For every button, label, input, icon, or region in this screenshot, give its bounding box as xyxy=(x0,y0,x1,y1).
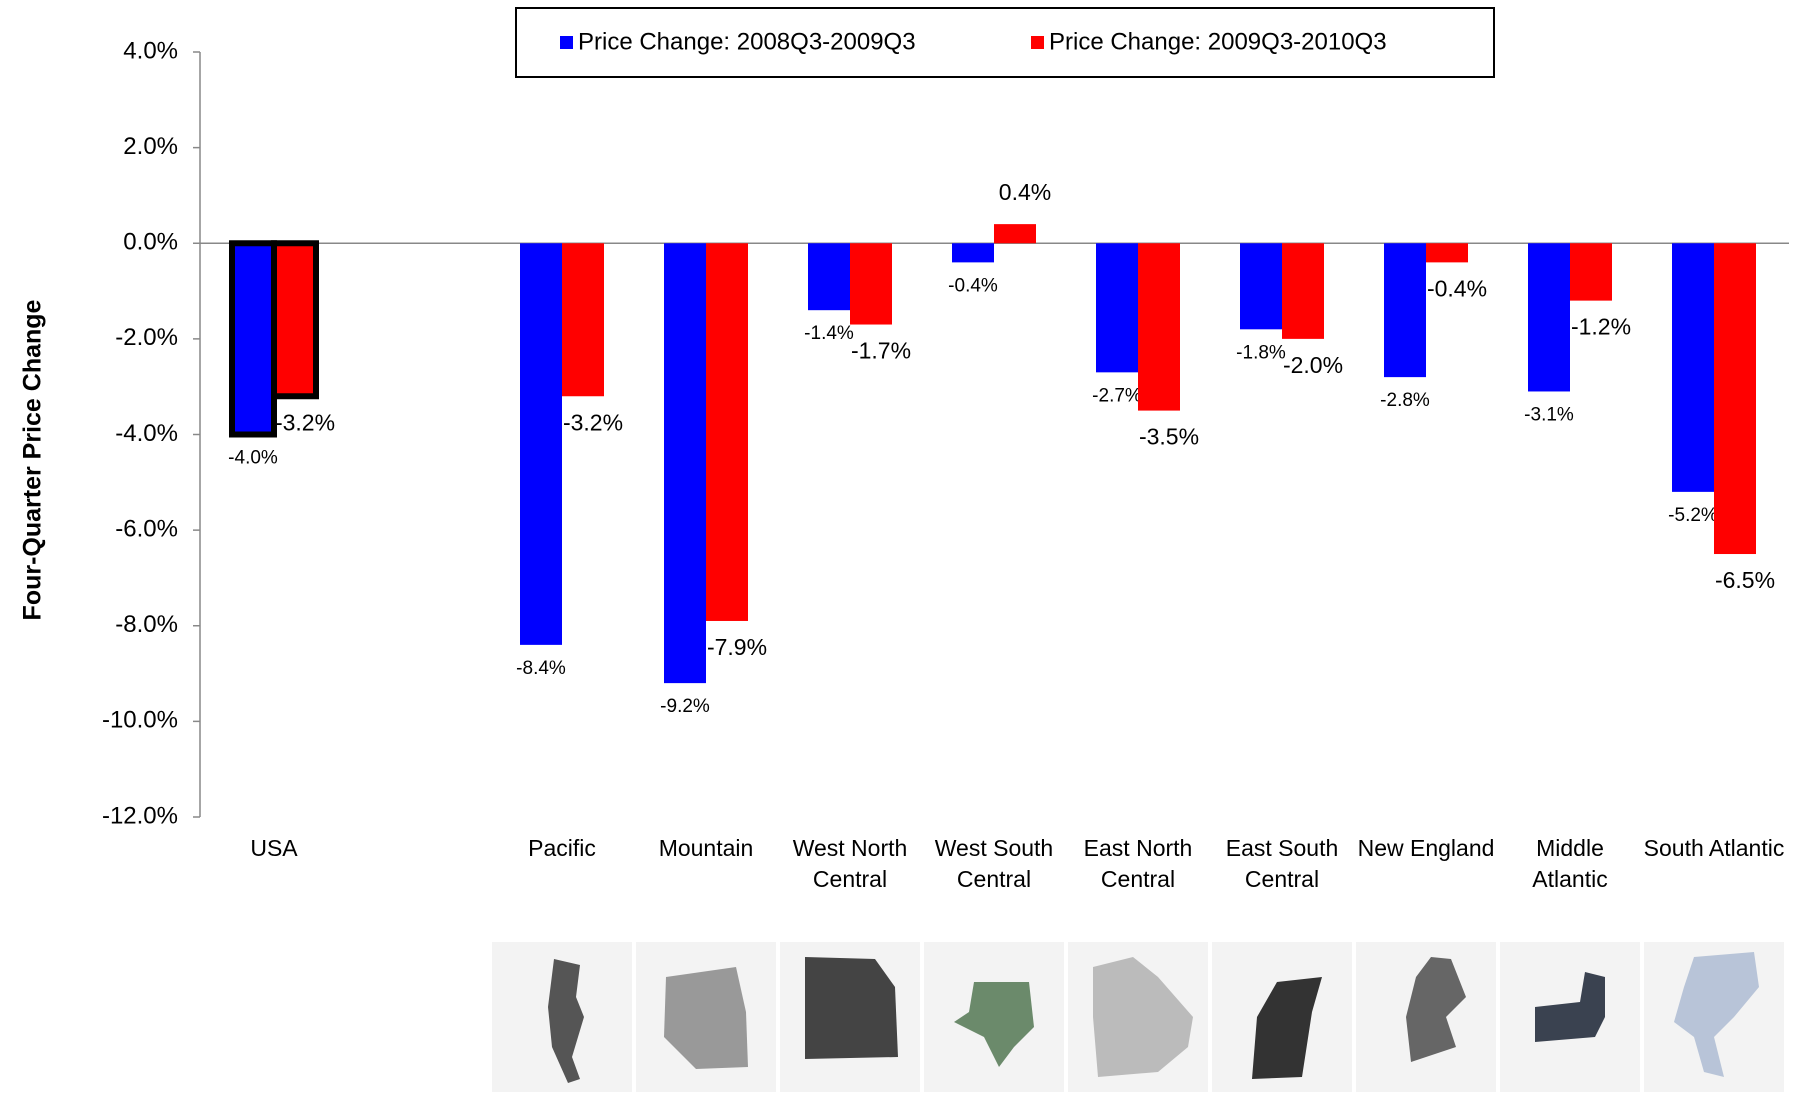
bar xyxy=(1138,243,1180,411)
map-wsc xyxy=(924,942,1064,1092)
bar xyxy=(562,243,604,397)
bar xyxy=(1096,243,1138,373)
bar xyxy=(1426,243,1468,263)
x-tick-label: West North Central xyxy=(792,835,908,892)
y-tick-label: -10.0% xyxy=(102,707,178,734)
x-tick-label: USA xyxy=(250,835,298,861)
map-middle-atlantic xyxy=(1500,942,1640,1092)
bar xyxy=(664,243,706,684)
data-label: -1.7% xyxy=(851,338,911,364)
data-label: -0.4% xyxy=(948,275,998,296)
bar xyxy=(706,243,748,621)
x-tick-label: Middle Atlantic xyxy=(1532,835,1608,892)
x-tick-label: East North Central xyxy=(1083,835,1193,892)
legend-label: Price Change: 2009Q3-2010Q3 xyxy=(1049,28,1387,55)
x-tick-label: South Atlantic xyxy=(1643,835,1785,861)
bar xyxy=(808,243,850,311)
data-label: -3.2% xyxy=(275,409,335,435)
bar xyxy=(271,240,319,400)
bar xyxy=(1714,243,1756,555)
data-label: -1.2% xyxy=(1571,314,1631,340)
bar xyxy=(1240,243,1282,330)
legend-label: Price Change: 2008Q3-2009Q3 xyxy=(578,28,916,55)
bar xyxy=(850,243,892,325)
data-label: -1.4% xyxy=(804,323,854,344)
x-tick-label: Mountain xyxy=(658,835,754,861)
legend-swatch xyxy=(1031,36,1044,49)
y-tick-label: -6.0% xyxy=(115,515,178,542)
map-mountain xyxy=(636,942,776,1092)
y-tick-label: -4.0% xyxy=(115,420,178,447)
bar xyxy=(1570,243,1612,301)
y-tick-label: 0.0% xyxy=(123,229,178,256)
data-label: -8.4% xyxy=(516,658,566,679)
x-tick-label: Pacific xyxy=(528,835,596,861)
data-label: -3.2% xyxy=(563,409,623,435)
y-tick-label: 4.0% xyxy=(123,37,178,64)
x-tick-label: East South Central xyxy=(1225,835,1339,892)
legend-box xyxy=(515,7,1495,78)
bar xyxy=(952,243,994,263)
y-tick-label: -12.0% xyxy=(102,802,178,829)
data-label: -5.2% xyxy=(1668,505,1718,526)
data-label: -2.8% xyxy=(1380,390,1430,411)
y-tick-label: -8.0% xyxy=(115,611,178,638)
region-maps xyxy=(492,942,1784,1092)
data-label: -4.0% xyxy=(228,448,278,469)
x-tick-label: West South Central xyxy=(934,835,1054,892)
map-enc xyxy=(1068,942,1208,1092)
map-south-atlantic xyxy=(1644,942,1784,1092)
map-new-england xyxy=(1356,942,1496,1092)
y-tick-label: 2.0% xyxy=(123,133,178,160)
y-tick-label: -2.0% xyxy=(115,324,178,351)
bar xyxy=(229,240,277,438)
data-label: -2.0% xyxy=(1283,352,1343,378)
map-pacific xyxy=(492,942,632,1092)
legend-swatch xyxy=(560,36,573,49)
x-tick-label: New England xyxy=(1357,835,1495,861)
data-label: 0.4% xyxy=(999,179,1051,205)
bar xyxy=(1528,243,1570,392)
data-label: -3.5% xyxy=(1139,424,1199,450)
data-label: -6.5% xyxy=(1715,567,1775,593)
map-esc xyxy=(1212,942,1352,1092)
data-label: -3.1% xyxy=(1524,404,1574,425)
bar xyxy=(1672,243,1714,492)
bar xyxy=(994,224,1036,244)
data-label: -0.4% xyxy=(1427,275,1487,301)
data-label: -2.7% xyxy=(1092,385,1142,406)
bar xyxy=(1384,243,1426,378)
data-label: -7.9% xyxy=(707,634,767,660)
bar xyxy=(520,243,562,645)
y-axis-title: Four-Quarter Price Change xyxy=(19,299,47,620)
bar xyxy=(1282,243,1324,339)
data-label: -1.8% xyxy=(1236,342,1286,363)
map-wnc xyxy=(780,942,920,1092)
data-label: -9.2% xyxy=(660,696,710,717)
